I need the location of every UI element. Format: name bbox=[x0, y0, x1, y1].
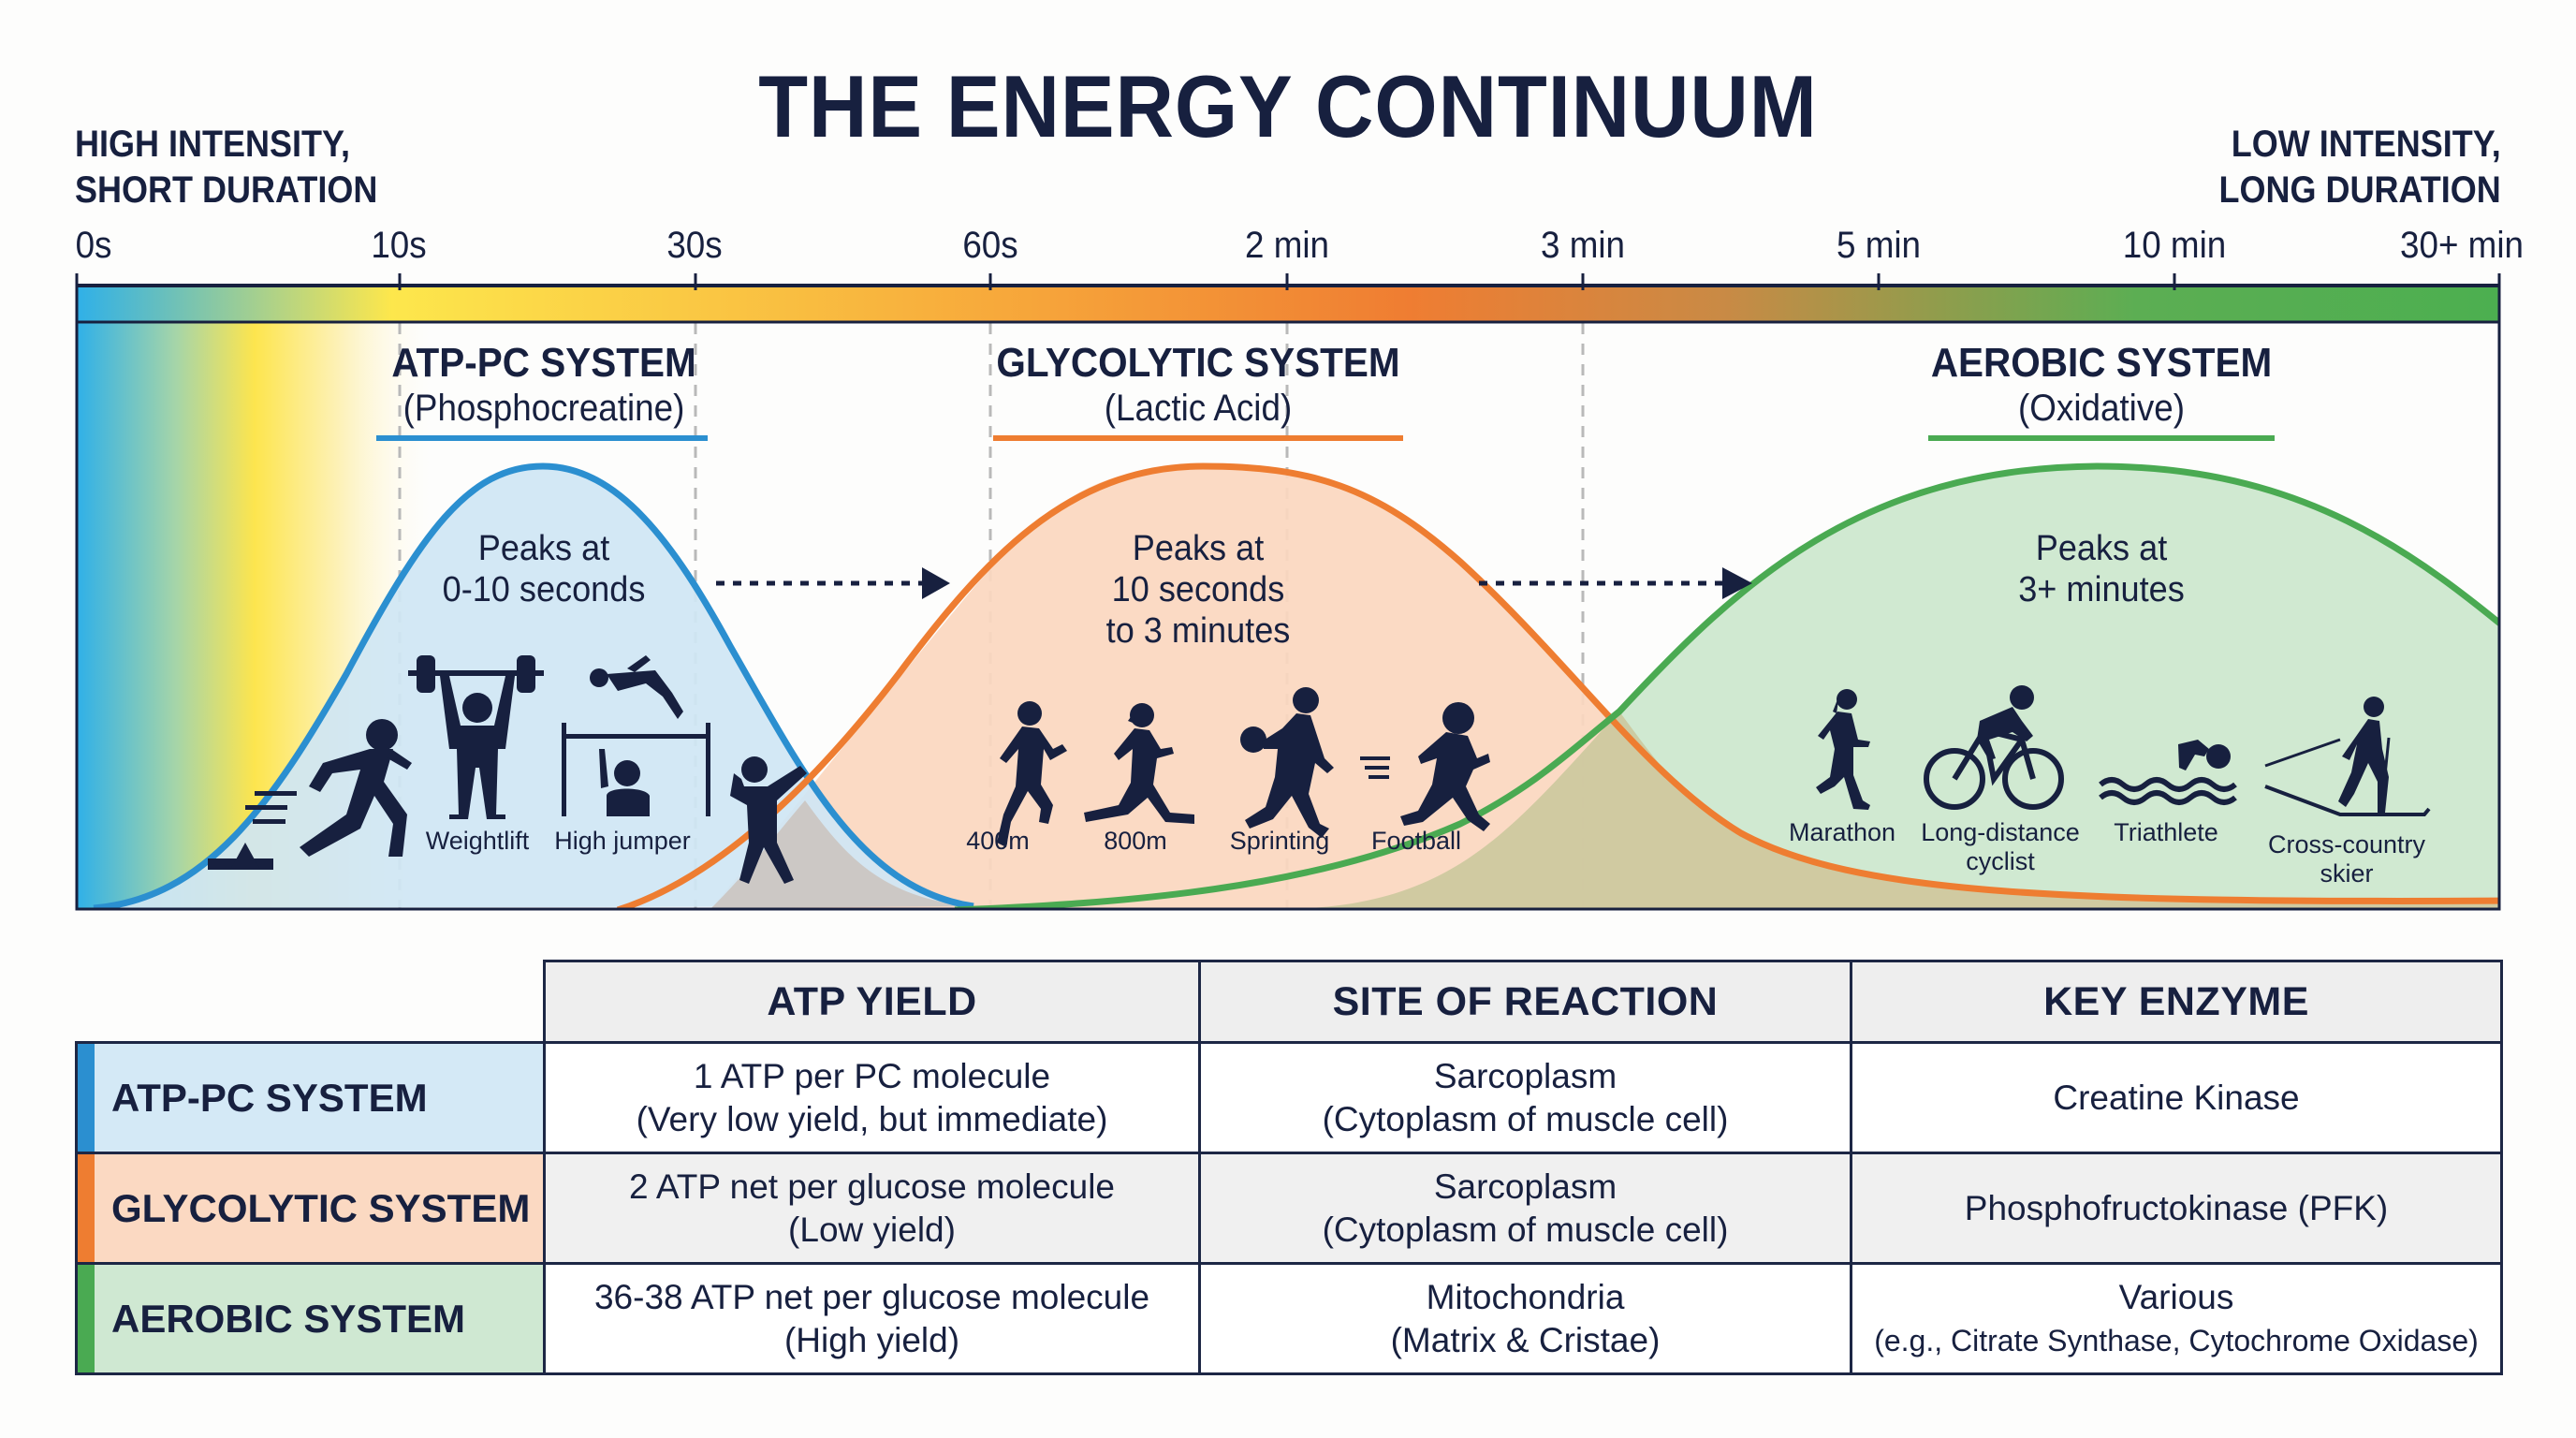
page-title: THE ENERGY CONTINUUM bbox=[758, 57, 1818, 155]
energy-continuum-chart bbox=[75, 273, 2501, 911]
activity-label-cyclist: Long-distance cyclist bbox=[1921, 818, 2080, 876]
glycolytic-system-title: GLYCOLYTIC SYSTEM bbox=[996, 340, 1400, 386]
high-intensity-line2: SHORT DURATION bbox=[75, 169, 378, 211]
high-jumper-icon bbox=[562, 655, 710, 816]
cell-site: Mitochondria (Matrix & Cristae) bbox=[1198, 1262, 1852, 1375]
row-head-aerobic: AEROBIC SYSTEM bbox=[75, 1262, 546, 1375]
cell-atp-yield: 1 ATP per PC molecule (Very low yield, bu… bbox=[543, 1041, 1201, 1154]
tick-label-10s: 10s bbox=[371, 225, 427, 266]
runner-800m-icon bbox=[1084, 703, 1194, 824]
activity-label-marathon: Marathon bbox=[1788, 818, 1896, 846]
aerobic-peak-text: Peaks at 3+ minutes bbox=[2018, 528, 2185, 610]
arrow-glycolytic-to-aerobic-icon bbox=[1479, 567, 1752, 599]
marathon-runner-icon bbox=[1816, 689, 1870, 810]
atp-pc-peak-line1: Peaks at bbox=[477, 529, 610, 568]
tick-label-30plus-min: 30+ min bbox=[2400, 225, 2524, 266]
cell-enzyme: Creatine Kinase bbox=[1850, 1041, 2503, 1154]
aerobic-peak-line2: 3+ minutes bbox=[2018, 570, 2185, 609]
table-header-site-of-reaction: SITE OF REACTION bbox=[1198, 960, 1852, 1044]
tick-label-0s: 0s bbox=[75, 225, 112, 266]
activity-label-400m: 400m bbox=[966, 827, 1030, 855]
sprinter-start-icon bbox=[208, 719, 412, 870]
row-head-atp-pc: ATP-PC SYSTEM bbox=[75, 1041, 546, 1154]
table-header-row: ATP YIELD SITE OF REACTION KEY ENZYME bbox=[77, 960, 2503, 1044]
swimmer-icon bbox=[2099, 740, 2237, 805]
row-head-label: AEROBIC SYSTEM bbox=[111, 1296, 466, 1341]
row-head-label: ATP-PC SYSTEM bbox=[111, 1075, 428, 1120]
aerobic-system-subtitle: (Oxidative) bbox=[2018, 388, 2185, 429]
atp-pc-system-subtitle: (Phosphocreatine) bbox=[402, 388, 685, 429]
cell-enzyme: Various (e.g., Citrate Synthase, Cytochro… bbox=[1850, 1262, 2503, 1375]
tick-label-30s: 30s bbox=[666, 225, 723, 266]
atp-pc-curve bbox=[93, 462, 974, 909]
high-intensity-line1: HIGH INTENSITY, bbox=[75, 124, 351, 165]
glycolytic-underline bbox=[993, 435, 1403, 441]
table-header-blank bbox=[77, 961, 545, 1043]
high-intensity-note: HIGH INTENSITY, SHORT DURATION bbox=[75, 122, 377, 213]
cyclist-body-icon bbox=[1977, 685, 2034, 760]
glycolytic-system-subtitle: (Lactic Acid) bbox=[1104, 388, 1293, 429]
arrow-atp-to-glycolytic-icon bbox=[716, 567, 950, 599]
atp-pc-peak-line2: 0-10 seconds bbox=[442, 570, 646, 609]
intensity-gradient-bar bbox=[77, 286, 2499, 323]
shot-put-icon bbox=[730, 756, 807, 884]
football-player-icon bbox=[1360, 702, 1490, 831]
activity-label-skier: Cross-country skier bbox=[2268, 830, 2425, 888]
activity-label-weightlift: Weightlift bbox=[425, 827, 530, 855]
tick-label-2min: 2 min bbox=[1245, 225, 1329, 266]
atp-pc-underline bbox=[376, 435, 708, 441]
tick-label-10min: 10 min bbox=[2122, 225, 2227, 266]
row-head-glycolytic: GLYCOLYTIC SYSTEM bbox=[75, 1152, 546, 1265]
activity-label-football: Football bbox=[1370, 827, 1462, 855]
activity-label-800m: 800m bbox=[1104, 827, 1167, 855]
skier-label-line1: Cross-country bbox=[2267, 830, 2426, 858]
glycolytic-peak-text: Peaks at 10 seconds to 3 minutes bbox=[1106, 528, 1291, 652]
table-header-key-enzyme: KEY ENZYME bbox=[1850, 960, 2503, 1044]
energy-systems-table: ATP YIELD SITE OF REACTION KEY ENZYME AT… bbox=[75, 960, 2503, 1375]
cell-site: Sarcoplasm (Cytoplasm of muscle cell) bbox=[1198, 1041, 1852, 1154]
glycolytic-curve bbox=[616, 462, 2499, 909]
cell-enzyme: Phosphofructokinase (PFK) bbox=[1850, 1152, 2503, 1265]
cell-atp-yield: 2 ATP net per glucose molecule (Low yield… bbox=[543, 1152, 1201, 1265]
atp-pc-system-title: ATP-PC SYSTEM bbox=[391, 340, 696, 386]
weightlift-icon bbox=[408, 655, 544, 819]
low-intensity-line1: LOW INTENSITY, bbox=[2232, 124, 2501, 165]
aerobic-system-title: AEROBIC SYSTEM bbox=[1930, 340, 2273, 386]
low-intensity-line2: LONG DURATION bbox=[2218, 169, 2501, 211]
atp-pc-peak-text: Peaks at 0-10 seconds bbox=[443, 528, 646, 610]
tick-label-5min: 5 min bbox=[1837, 225, 1921, 266]
cell-site: Sarcoplasm (Cytoplasm of muscle cell) bbox=[1198, 1152, 1852, 1265]
cyclist-label-line1: Long-distance bbox=[1921, 818, 2080, 846]
table-row: ATP-PC SYSTEM 1 ATP per PC molecule (Very… bbox=[75, 1041, 2503, 1154]
glycolytic-peak-line3: to 3 minutes bbox=[1105, 611, 1291, 651]
cyclist-label-line2: cyclist bbox=[1966, 847, 2035, 875]
activity-label-sprinting: Sprinting bbox=[1229, 827, 1330, 855]
skier-label-line2: skier bbox=[2320, 859, 2374, 888]
glycolytic-peak-line2: 10 seconds bbox=[1111, 570, 1285, 609]
cell-atp-yield: 36-38 ATP net per glucose molecule (High … bbox=[543, 1262, 1201, 1375]
aerobic-peak-line1: Peaks at bbox=[2035, 529, 2168, 568]
activity-label-triathlete: Triathlete bbox=[2114, 818, 2218, 846]
activity-label-high-jumper: High jumper bbox=[554, 827, 691, 855]
aerobic-curve bbox=[954, 462, 2499, 909]
cross-country-skier-icon bbox=[2264, 697, 2431, 816]
tick-label-3min: 3 min bbox=[1541, 225, 1625, 266]
row-head-label: GLYCOLYTIC SYSTEM bbox=[111, 1185, 531, 1230]
glycolytic-peak-line1: Peaks at bbox=[1132, 529, 1265, 568]
table-row: GLYCOLYTIC SYSTEM 2 ATP net per glucose … bbox=[75, 1152, 2503, 1265]
table-row: AEROBIC SYSTEM 36-38 ATP net per glucose… bbox=[75, 1262, 2503, 1375]
runner-400m-icon bbox=[997, 701, 1067, 847]
sprinting-basketball-icon bbox=[1240, 687, 1334, 838]
tick-label-60s: 60s bbox=[962, 225, 1018, 266]
aerobic-underline bbox=[1928, 435, 2275, 441]
low-intensity-note: LOW INTENSITY, LONG DURATION bbox=[2219, 122, 2501, 213]
table-header-atp-yield: ATP YIELD bbox=[543, 960, 1201, 1044]
